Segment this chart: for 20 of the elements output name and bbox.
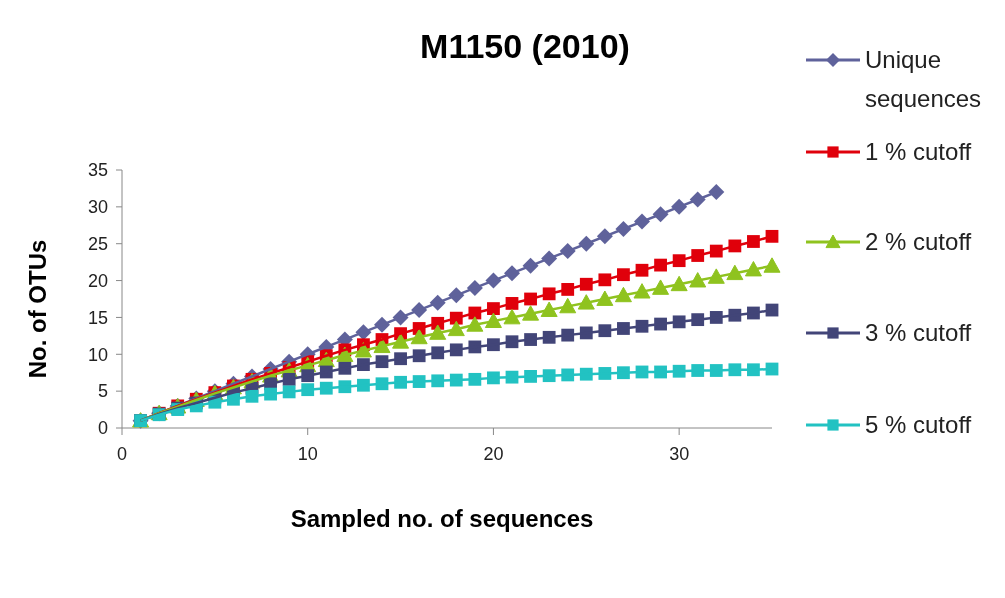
- y-tick-label: 30: [87, 197, 108, 218]
- legend-label: Unique sequences: [865, 46, 982, 112]
- x-tick-label: 0: [116, 444, 128, 464]
- x-tick-label: 10: [297, 444, 318, 464]
- y-tick-label: 5: [97, 381, 108, 402]
- legend-label: 2 % cutoff: [865, 228, 972, 256]
- y-axis-title: No. of OTUs: [24, 239, 51, 379]
- y-tick-label: 0: [97, 418, 108, 439]
- y-tick-label: 15: [87, 307, 108, 328]
- y-tick-label: 10: [87, 344, 108, 365]
- legend-label: 5 % cutoff: [865, 411, 972, 439]
- y-tick-label: 35: [87, 160, 108, 181]
- x-tick-label: 30: [669, 444, 690, 464]
- chart-title: M1150 (2010): [420, 27, 630, 65]
- x-tick-label: 20: [483, 444, 504, 464]
- legend-label: 1 % cutoff: [865, 138, 972, 166]
- y-tick-label: 20: [87, 270, 108, 291]
- legend-label: 3 % cutoff: [865, 319, 972, 347]
- x-axis-title: Sampled no. of sequences: [290, 505, 594, 532]
- y-tick-label: 25: [87, 234, 108, 255]
